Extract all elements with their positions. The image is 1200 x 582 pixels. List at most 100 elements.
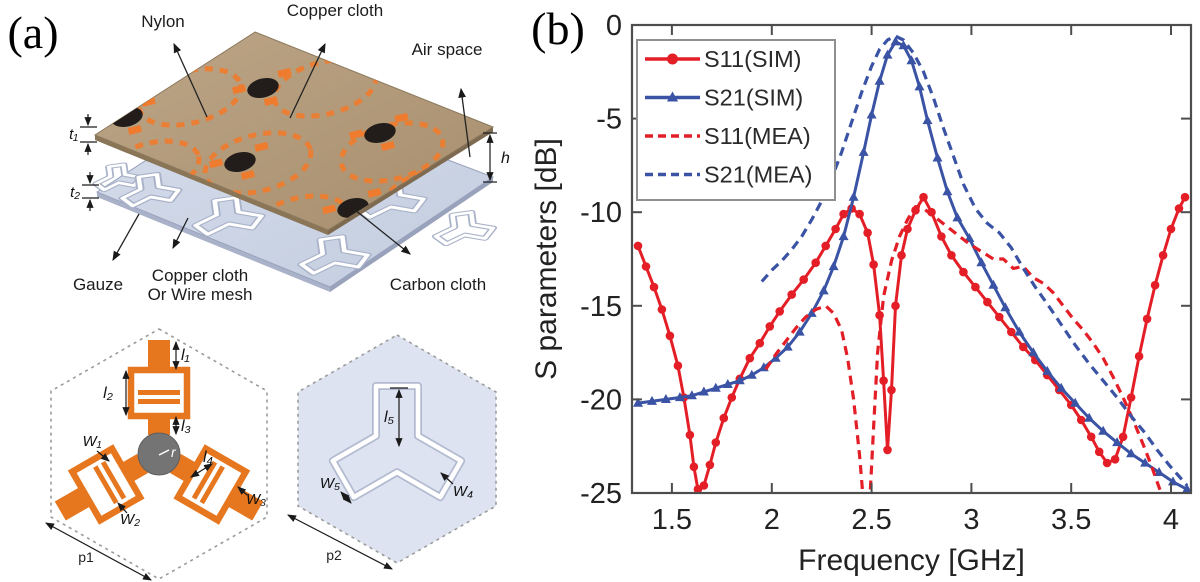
- carbon-cloth-arrow: [354, 209, 411, 255]
- marker-triangle: [746, 369, 757, 379]
- ground-label-line2: Or Wire mesh: [148, 285, 253, 304]
- marker-triangle: [932, 152, 943, 162]
- marker-circle: [1150, 280, 1160, 290]
- p2-label: p2: [326, 547, 342, 563]
- marker-circle: [919, 192, 928, 202]
- unit-cell-copper: r l₁ l₂ l₃ W₁ W₂ l₄ W₃ p1: [46, 328, 272, 581]
- marker-circle: [869, 260, 878, 269]
- r-arrow: [158, 449, 170, 456]
- marker-circle: [863, 228, 872, 238]
- p1-label: p1: [78, 549, 94, 565]
- top-plate: [93, 31, 495, 235]
- marker-circle: [947, 251, 956, 260]
- h-label: h: [501, 150, 510, 167]
- marker-triangle: [794, 326, 805, 336]
- panel-a: (a): [7, 1, 510, 581]
- marker-circle: [811, 258, 820, 268]
- marker-circle: [1142, 314, 1152, 324]
- marker-triangle: [1182, 483, 1191, 493]
- legend-label: S21(SIM): [704, 85, 803, 111]
- marker-circle: [633, 241, 643, 251]
- legend-box: [636, 39, 836, 201]
- w3-label: W₃: [246, 491, 266, 508]
- marker-circle: [1086, 432, 1096, 442]
- w2-label: W₂: [120, 511, 140, 528]
- marker-triangle: [1154, 467, 1165, 476]
- x-tick-label: 2: [764, 504, 780, 536]
- marker-triangle: [1028, 347, 1039, 357]
- t1-label: t₁: [69, 126, 78, 143]
- marker-triangle: [964, 233, 975, 242]
- x-tick-label: 4: [1163, 504, 1179, 536]
- x-tick-label: 3: [963, 504, 979, 536]
- gauze-arrow: [112, 213, 140, 262]
- marker-circle: [685, 430, 695, 440]
- marker-circle: [1110, 455, 1120, 464]
- marker-triangle: [906, 55, 917, 65]
- legend-entry-S21(SIM): S21(SIM): [645, 85, 803, 111]
- marker-triangle: [828, 261, 839, 271]
- marker-circle: [641, 262, 651, 271]
- marker-triangle: [874, 75, 885, 85]
- w4-label: W₄: [453, 483, 473, 500]
- marker-triangle: [976, 257, 987, 267]
- marker-circle: [995, 312, 1004, 322]
- air-space-arrow: [458, 87, 471, 158]
- marker-triangle: [710, 382, 721, 392]
- marker-triangle: [818, 285, 829, 295]
- marker-circle: [855, 209, 864, 219]
- unit-cell-carbon-outline: [297, 334, 497, 564]
- x-axis-title: Frequency [GHz]: [798, 544, 1025, 577]
- h-dimension: [483, 132, 497, 183]
- marker-triangle: [890, 36, 901, 46]
- series-layer: [633, 34, 1191, 493]
- marker-triangle: [922, 115, 933, 125]
- l5-label: l₅: [384, 409, 395, 426]
- marker-circle: [775, 307, 784, 316]
- copper-cloth-label: Copper cloth: [287, 1, 383, 20]
- marker-triangle: [952, 212, 963, 222]
- marker-circle: [821, 241, 830, 251]
- marker-triangle: [647, 395, 657, 405]
- ground-label-line1: Copper cloth: [152, 266, 248, 285]
- marker-circle: [1134, 352, 1144, 361]
- marker-triangle: [1014, 326, 1025, 336]
- callout-arrows: [112, 42, 471, 262]
- marker-triangle: [1126, 448, 1137, 458]
- marker-triangle: [734, 375, 745, 385]
- marker-circle: [665, 331, 675, 341]
- marker-triangle: [898, 40, 909, 50]
- marker-triangle: [698, 386, 709, 396]
- marker-triangle: [866, 109, 877, 119]
- wire-mesh-arrow: [172, 217, 189, 250]
- marker-triangle: [1098, 425, 1109, 435]
- marker-circle: [727, 393, 737, 402]
- panel-b-label: (b): [531, 3, 585, 54]
- marker-circle: [699, 481, 709, 490]
- marker-triangle: [942, 186, 953, 196]
- marker-circle: [1174, 204, 1184, 213]
- marker-circle: [1076, 415, 1086, 425]
- legend-label: S11(MEA): [704, 123, 811, 149]
- t1-dimension: [80, 114, 97, 155]
- x-tick-label: 1.5: [652, 504, 692, 536]
- marker-circle: [891, 301, 900, 311]
- marker-circle: [1102, 458, 1112, 468]
- y-tick-label: -10: [580, 197, 622, 229]
- marker-circle: [1118, 432, 1128, 442]
- y-tick-label: -25: [580, 478, 622, 510]
- marker-circle: [937, 232, 946, 241]
- marker-triangle: [848, 191, 859, 201]
- marker-triangle: [1042, 365, 1053, 375]
- center-via: [137, 432, 181, 476]
- marker-circle: [887, 385, 896, 395]
- marker-circle: [705, 460, 715, 470]
- series-line-S11(MEA): [764, 205, 1163, 493]
- marker-circle: [673, 361, 683, 371]
- marker-circle: [879, 376, 888, 386]
- marker-triangle: [882, 49, 893, 59]
- marker-triangle: [674, 392, 685, 402]
- exploded-view: Nylon Copper cloth Air space Gauze Coppe…: [69, 1, 510, 304]
- marker-circle: [799, 275, 808, 284]
- w1-label: W₁: [83, 433, 102, 450]
